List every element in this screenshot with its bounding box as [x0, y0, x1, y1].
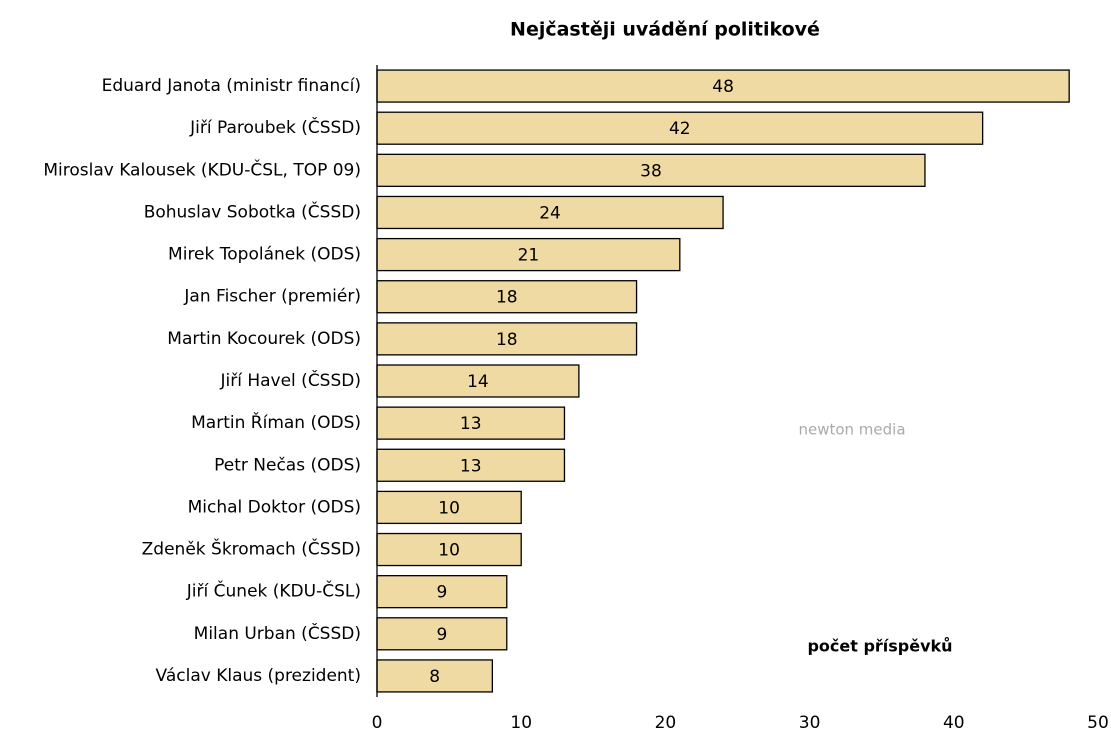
value-label: 13 — [460, 414, 482, 434]
value-label: 14 — [467, 372, 489, 392]
value-label: 21 — [518, 246, 540, 266]
value-label: 8 — [429, 667, 440, 687]
bar — [376, 575, 508, 609]
bar — [376, 69, 1070, 103]
bar — [376, 237, 681, 272]
value-label: 38 — [640, 161, 662, 181]
y-tick-label: Jiří Havel (ČSSD) — [219, 369, 361, 391]
x-tick-label: 50 — [1087, 713, 1109, 733]
bar — [376, 195, 724, 230]
y-tick-label: Bohuslav Sobotka (ČSSD) — [144, 200, 361, 222]
y-tick-label: Milan Urban (ČSSD) — [194, 622, 361, 644]
value-label: 42 — [669, 119, 691, 139]
bar — [376, 532, 522, 567]
y-tick-label: Jiří Čunek (KDU-ČSL) — [186, 580, 361, 602]
y-tick-label: Martin Říman (ODS) — [191, 411, 361, 433]
y-tick-label: Michal Doktor (ODS) — [188, 497, 361, 517]
watermark: newton media — [798, 421, 905, 439]
bar — [376, 448, 566, 482]
x-tick-label: 40 — [943, 713, 965, 733]
value-label: 10 — [438, 498, 460, 518]
value-label: 48 — [712, 77, 734, 97]
annotation: počet příspěvků — [807, 637, 952, 656]
x-tick-label: 30 — [799, 713, 821, 733]
y-tick-label: Jan Fischer (premiér) — [183, 287, 361, 307]
value-label: 18 — [496, 330, 518, 350]
x-tick-label: 0 — [372, 713, 383, 733]
bar — [376, 322, 638, 356]
chart-title: Nejčastěji uvádění politikové — [510, 19, 820, 41]
bar — [376, 490, 522, 525]
bar — [376, 153, 926, 187]
value-label: 10 — [438, 541, 460, 561]
y-tick-label: Martin Kocourek (ODS) — [167, 329, 361, 349]
value-label: 24 — [539, 203, 561, 223]
bar — [376, 659, 494, 693]
y-tick-label: Zdeněk Škromach (ČSSD) — [142, 538, 361, 560]
value-label: 9 — [436, 625, 447, 645]
bar — [376, 617, 508, 651]
y-tick-label: Eduard Janota (ministr financí) — [102, 76, 361, 96]
value-label: 18 — [496, 288, 518, 308]
y-tick-label: Václav Klaus (prezident) — [156, 666, 361, 686]
value-label: 9 — [436, 583, 447, 603]
y-tick-label: Petr Nečas (ODS) — [214, 455, 361, 475]
y-tick-label: Mirek Topolánek (ODS) — [168, 245, 361, 265]
x-tick-label: 20 — [655, 713, 677, 733]
bar — [376, 111, 984, 145]
y-tick-label: Miroslav Kalousek (KDU-ČSL, TOP 09) — [43, 158, 361, 180]
x-tick-label: 10 — [510, 713, 532, 733]
value-label: 13 — [460, 456, 482, 476]
y-tick-label: Jiří Paroubek (ČSSD) — [189, 116, 361, 138]
